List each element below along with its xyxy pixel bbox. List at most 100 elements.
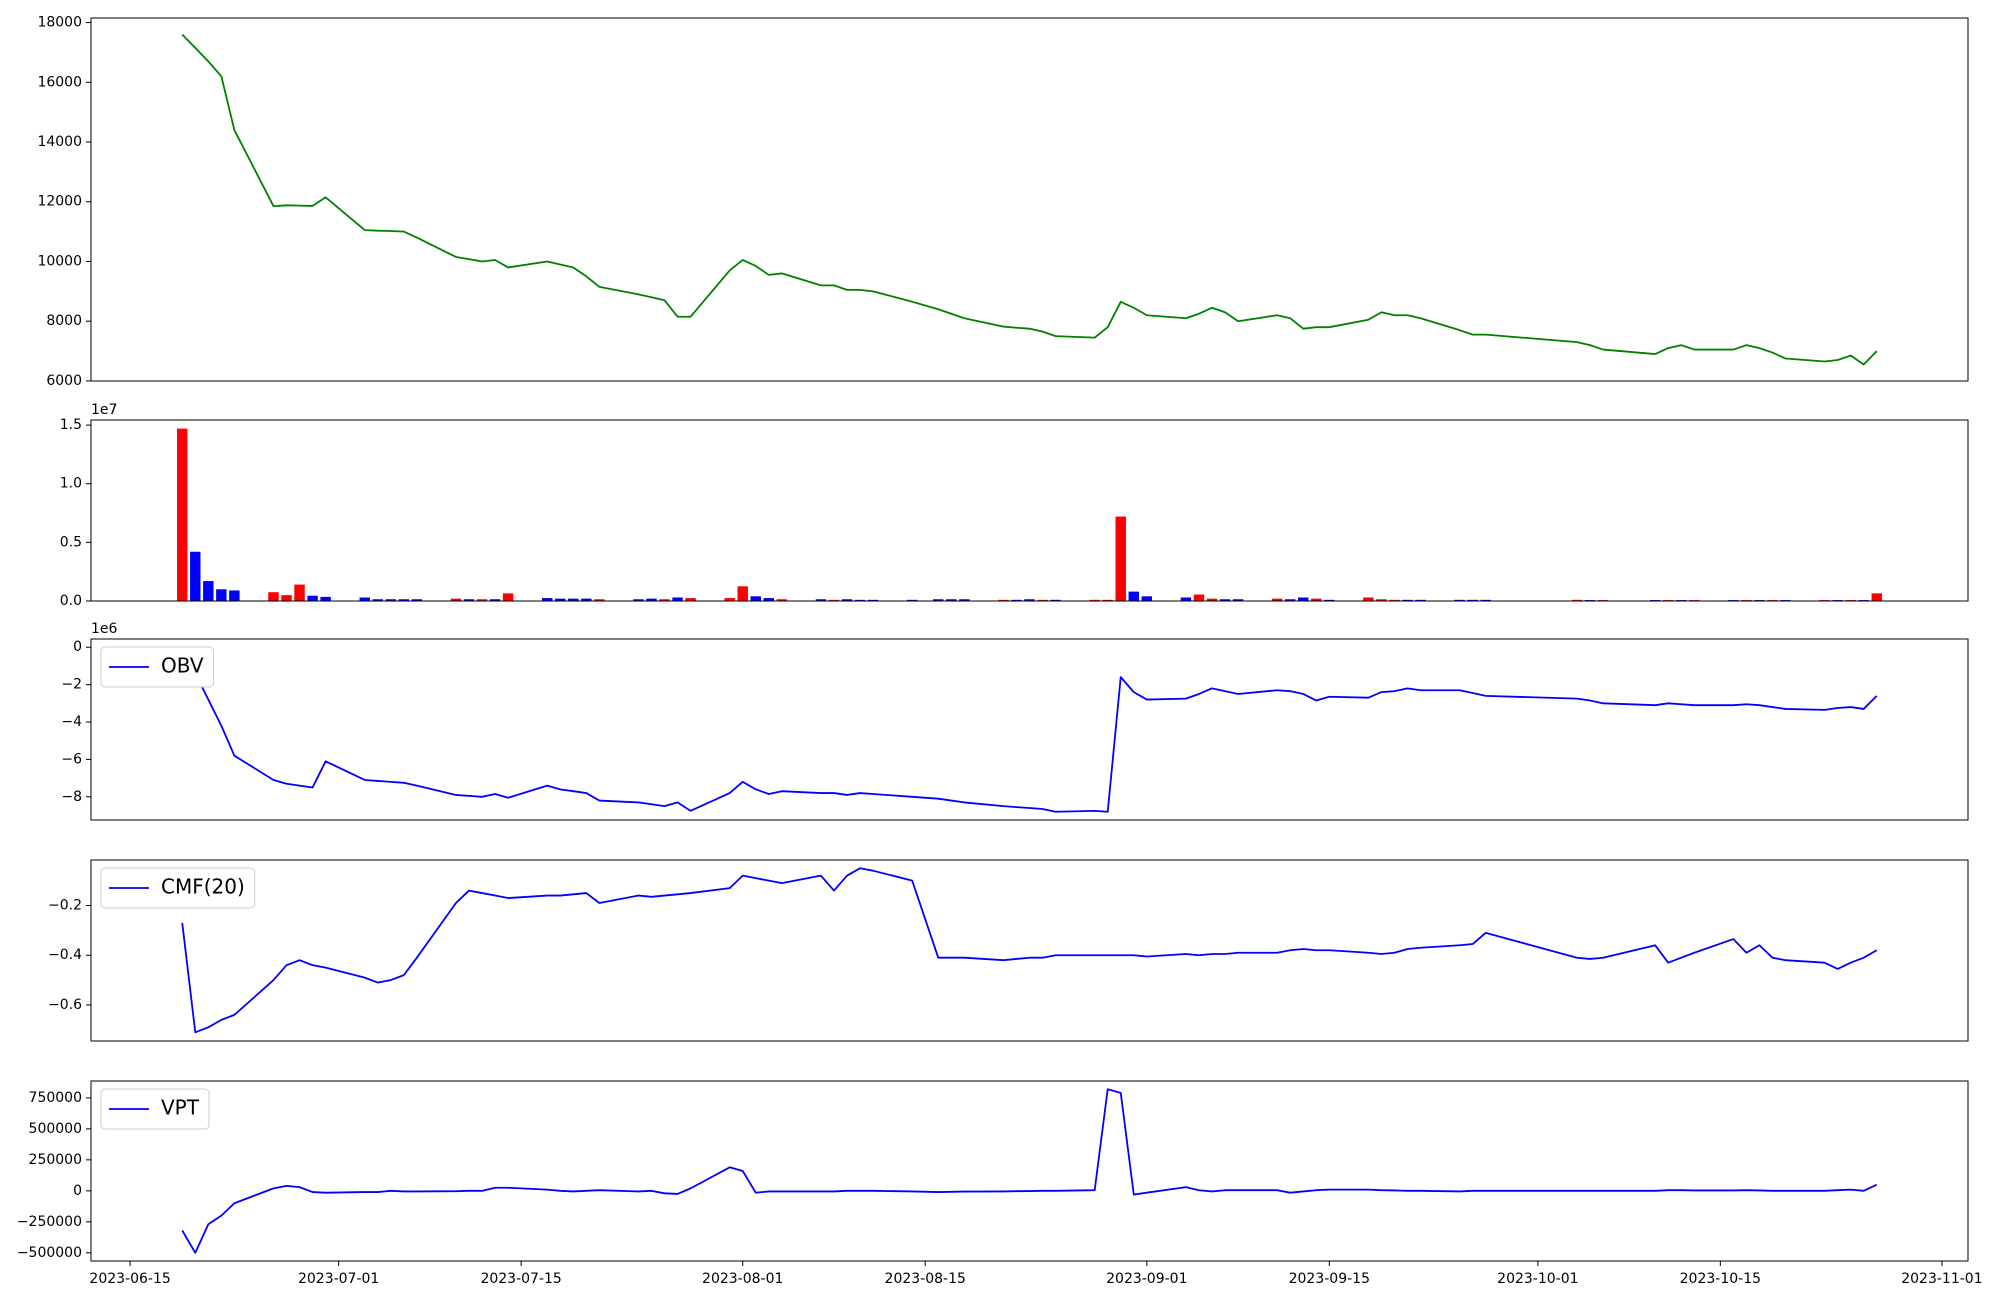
volume-bar — [737, 586, 748, 601]
volume-bar — [411, 599, 423, 601]
y-tick-label: −2 — [61, 677, 82, 693]
x-tick-label: 2023-07-01 — [298, 1271, 379, 1287]
volume-bar — [1402, 599, 1413, 601]
volume-bar — [1284, 599, 1296, 601]
volume-bar — [203, 581, 214, 601]
volume-bar — [216, 589, 227, 601]
y-tick-label: 750000 — [29, 1090, 82, 1106]
volume-bar — [229, 590, 240, 601]
volume-bar — [998, 599, 1009, 601]
volume-bar — [320, 596, 331, 601]
volume-bar — [1037, 599, 1048, 601]
x-tick-label: 2023-11-01 — [1901, 1271, 1982, 1287]
volume-bar — [659, 599, 670, 601]
volume-bar — [177, 428, 188, 601]
y-tick-label: 6000 — [46, 373, 82, 389]
axes-frame — [90, 419, 1969, 602]
volume-bar — [568, 598, 579, 601]
x-tick-label: 2023-10-01 — [1497, 1271, 1578, 1287]
legend-box — [100, 646, 215, 688]
axes-frame — [90, 17, 1969, 382]
y-tick-label: −0.2 — [48, 897, 82, 913]
volume-bar — [1219, 599, 1231, 601]
y-tick-label: 18000 — [37, 15, 82, 31]
volume-bar — [1363, 597, 1374, 601]
volume-bar — [1467, 599, 1478, 601]
volume-bar — [268, 592, 279, 601]
volume-bar — [594, 599, 605, 601]
y-tick-label: −500000 — [17, 1245, 82, 1261]
y-tick-label: 0 — [73, 639, 82, 655]
volume-bar — [763, 598, 775, 601]
volume-bar — [190, 551, 201, 601]
volume-bar — [1376, 599, 1387, 601]
volume-bar — [581, 598, 592, 601]
y-tick-label: 10000 — [37, 253, 82, 269]
y-tick-label: −250000 — [17, 1214, 82, 1230]
volume-bar — [372, 599, 383, 601]
volume-bar — [867, 599, 879, 601]
volume-bar — [1193, 594, 1205, 601]
legend-label: VPT — [161, 1096, 200, 1120]
y-tick-label: −8 — [61, 789, 82, 805]
volume-bar — [841, 599, 853, 601]
y-tick-label: 250000 — [29, 1152, 82, 1168]
x-tick-label: 2023-06-15 — [89, 1271, 170, 1287]
legend: VPT — [100, 1088, 210, 1130]
volume-bar — [542, 598, 553, 601]
line-series — [181, 1088, 1878, 1254]
y-tick-label: 0 — [73, 1183, 82, 1199]
volume-bar — [398, 599, 410, 601]
y-tick-label: 14000 — [37, 134, 82, 150]
volume-bar — [489, 599, 501, 601]
x-tick-label: 2023-07-15 — [480, 1271, 561, 1287]
axes-frame — [90, 1080, 1969, 1262]
volume-bar — [307, 595, 318, 601]
volume-bar — [672, 597, 683, 601]
y-tick-label: 0.5 — [60, 534, 82, 550]
volume-bar — [1128, 591, 1139, 601]
volume-bar — [476, 599, 488, 601]
volume-bar — [281, 595, 292, 601]
volume-bar — [359, 597, 370, 601]
volume-bar — [294, 584, 305, 601]
volume-bar — [555, 598, 566, 601]
legend-box — [100, 867, 256, 909]
volume-bar — [1089, 599, 1100, 601]
legend-label: CMF(20) — [161, 875, 245, 899]
volume-bar — [776, 599, 788, 601]
volume-bar — [1298, 597, 1309, 601]
volume-bar — [1480, 599, 1491, 601]
y-tick-label: −0.4 — [48, 947, 82, 963]
volume-bar — [1011, 599, 1022, 601]
volume-bar — [450, 598, 462, 601]
line-series — [181, 646, 1878, 813]
x-tick-label: 2023-09-01 — [1106, 1271, 1187, 1287]
volume-bar — [633, 599, 644, 601]
volume-bar — [1232, 599, 1244, 601]
volume-bar — [1206, 598, 1218, 601]
legend: CMF(20) — [100, 867, 256, 909]
x-tick-label: 2023-08-01 — [702, 1271, 783, 1287]
y-tick-label: 1.0 — [60, 476, 82, 492]
volume-bar — [1050, 599, 1061, 601]
y-tick-label: −6 — [61, 751, 82, 767]
volume-bar — [1271, 598, 1283, 601]
y-tick-label: 8000 — [46, 313, 82, 329]
volume-bar — [385, 599, 397, 601]
offset-text: 1e6 — [91, 621, 118, 637]
volume-bar — [815, 599, 827, 601]
y-tick-label: −0.6 — [48, 997, 82, 1013]
volume-bar — [463, 599, 475, 601]
y-tick-label: 1.5 — [60, 417, 82, 433]
volume-bar — [1115, 516, 1126, 601]
volume-bar — [1102, 599, 1113, 601]
y-tick-label: 0.0 — [60, 593, 82, 609]
volume-bar — [828, 599, 840, 601]
volume-bar — [1180, 597, 1192, 601]
volume-bar — [502, 593, 514, 601]
line-series — [181, 33, 1878, 366]
volume-bar — [1454, 599, 1465, 601]
